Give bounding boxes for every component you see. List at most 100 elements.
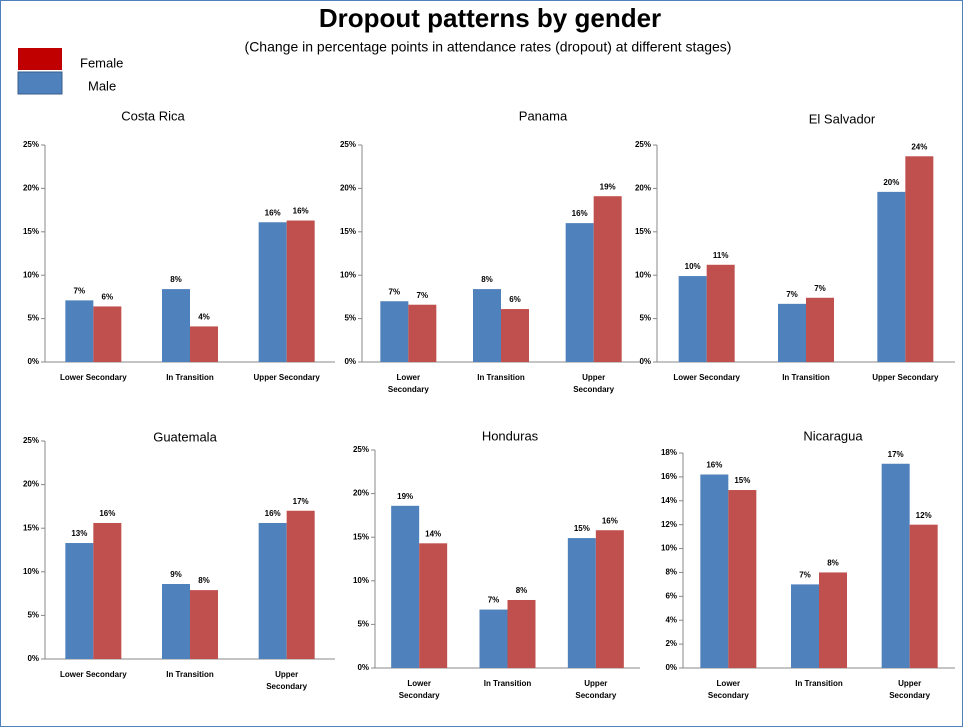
bar <box>909 524 938 668</box>
bar <box>286 220 315 362</box>
value-label: 19% <box>600 182 616 191</box>
y-tick-label: 6% <box>665 591 677 600</box>
value-label: 6% <box>102 293 114 302</box>
subchart-title: Nicaragua <box>803 428 863 443</box>
value-label: 9% <box>170 570 182 579</box>
value-label: 20% <box>883 178 899 187</box>
bar <box>905 156 934 362</box>
y-tick-label: 25% <box>340 140 356 149</box>
x-tick-label: Upper Secondary <box>266 670 308 691</box>
value-label: 7% <box>417 291 429 300</box>
y-tick-label: 20% <box>353 489 369 498</box>
bar <box>728 490 757 668</box>
value-label: 15% <box>574 524 590 533</box>
value-label: 7% <box>74 286 86 295</box>
value-label: 16% <box>265 208 281 217</box>
x-tick-label: Lower Secondary <box>673 373 740 382</box>
x-tick-label: Upper Secondary <box>872 373 939 382</box>
y-tick-label: 15% <box>635 227 651 236</box>
y-tick-label: 0% <box>344 357 356 366</box>
bar <box>819 572 847 668</box>
value-label: 16% <box>293 207 309 216</box>
value-label: 7% <box>389 287 401 296</box>
legend-label: Male <box>88 78 116 93</box>
y-tick-label: 10% <box>661 544 677 553</box>
bar <box>700 474 729 668</box>
bar <box>391 505 420 668</box>
value-label: 4% <box>198 313 210 322</box>
bar <box>567 538 596 668</box>
bar <box>258 222 287 362</box>
x-tick-label: Lower Secondary <box>59 670 127 679</box>
bar <box>678 276 707 362</box>
y-tick-label: 25% <box>635 140 651 149</box>
bar <box>507 599 536 668</box>
bar <box>791 584 819 668</box>
bar <box>565 223 594 362</box>
y-tick-label: 5% <box>639 314 651 323</box>
y-tick-label: 0% <box>639 357 651 366</box>
y-tick-label: 10% <box>23 567 39 576</box>
y-tick-label: 25% <box>23 436 39 445</box>
y-tick-label: 5% <box>27 611 39 620</box>
subchart-title: Costa Rica <box>121 108 185 123</box>
value-label: 12% <box>916 511 932 520</box>
y-tick-label: 20% <box>23 480 39 489</box>
y-tick-label: 20% <box>340 184 356 193</box>
value-label: 15% <box>734 476 750 485</box>
bar <box>65 300 94 362</box>
subchart-title: Panama <box>519 108 568 123</box>
y-tick-label: 5% <box>357 620 369 629</box>
y-tick-label: 15% <box>340 227 356 236</box>
value-label: 19% <box>397 492 413 501</box>
bar <box>593 196 622 362</box>
chart-subtitle: (Change in percentage points in attendan… <box>245 39 732 55</box>
value-label: 8% <box>198 576 210 585</box>
subchart-title: Honduras <box>482 428 539 443</box>
value-label: 24% <box>911 142 927 151</box>
y-tick-label: 15% <box>353 532 369 541</box>
bar <box>93 306 122 362</box>
bar <box>778 303 806 362</box>
x-tick-label: In Transition <box>782 373 830 382</box>
bar <box>258 522 287 659</box>
x-tick-label: Lower Secondary <box>707 679 749 700</box>
bar <box>473 289 501 362</box>
y-tick-label: 25% <box>353 445 369 454</box>
value-label: 13% <box>71 529 87 538</box>
legend-swatch <box>17 71 63 95</box>
y-tick-label: 20% <box>23 184 39 193</box>
bar <box>190 590 218 659</box>
value-label: 14% <box>425 529 441 538</box>
x-tick-label: Upper Secondary <box>573 373 615 394</box>
x-tick-label: In Transition <box>166 373 214 382</box>
value-label: 11% <box>713 251 729 260</box>
x-tick-label: In Transition <box>166 670 214 679</box>
value-label: 10% <box>685 262 701 271</box>
value-label: 16% <box>99 509 115 518</box>
y-tick-label: 18% <box>661 448 677 457</box>
y-tick-label: 5% <box>27 314 39 323</box>
bar <box>380 301 409 362</box>
bar <box>286 510 315 659</box>
bar <box>162 289 190 362</box>
value-label: 8% <box>516 586 528 595</box>
value-label: 6% <box>509 295 521 304</box>
x-tick-label: In Transition <box>795 679 843 688</box>
value-label: 7% <box>786 290 798 299</box>
legend-label: Female <box>80 55 123 70</box>
y-tick-label: 8% <box>665 568 677 577</box>
y-tick-label: 15% <box>23 523 39 532</box>
x-tick-label: In Transition <box>483 679 532 688</box>
chart-title: Dropout patterns by gender <box>319 3 661 33</box>
value-label: 8% <box>170 275 182 284</box>
value-label: 16% <box>602 516 618 525</box>
bar <box>501 309 529 362</box>
y-tick-label: 20% <box>635 184 651 193</box>
bar <box>806 297 834 362</box>
value-label: 7% <box>814 284 826 293</box>
y-tick-label: 0% <box>27 654 39 663</box>
y-tick-label: 0% <box>665 663 677 672</box>
bar <box>93 522 122 659</box>
